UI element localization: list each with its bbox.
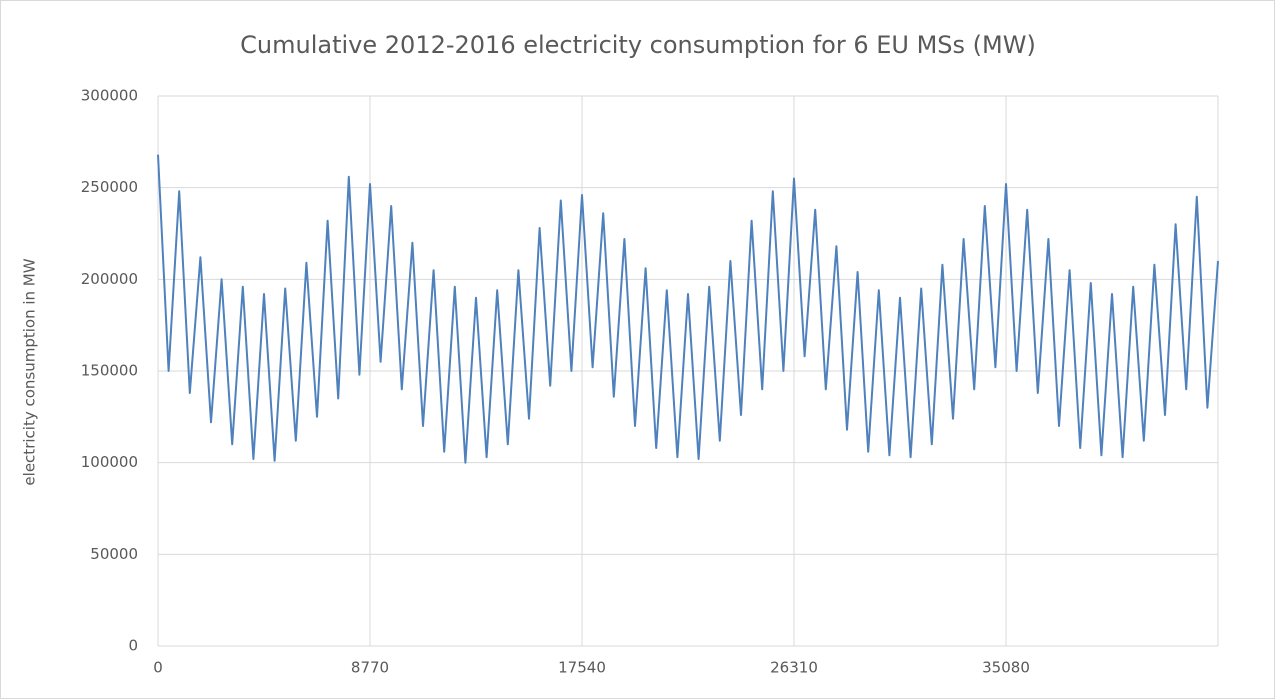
- y-tick-label: 50000: [90, 545, 138, 563]
- x-tick-label: 8770: [351, 659, 389, 677]
- x-tick-label: 17540: [558, 659, 606, 677]
- x-tick-label: 0: [153, 659, 163, 677]
- y-tick-label: 300000: [81, 87, 138, 105]
- y-tick-label: 0: [128, 637, 138, 655]
- x-tick-label: 35080: [982, 659, 1030, 677]
- x-tick-label: 26310: [770, 659, 818, 677]
- y-tick-label: 200000: [81, 270, 138, 288]
- y-tick-label: 100000: [81, 453, 138, 471]
- y-tick-label: 150000: [81, 362, 138, 380]
- y-axis-label: electricity consumption in MW: [21, 258, 39, 485]
- y-tick-label: 250000: [81, 178, 138, 196]
- line-series: [157, 154, 1219, 464]
- chart-title: Cumulative 2012-2016 electricity consump…: [240, 31, 1036, 59]
